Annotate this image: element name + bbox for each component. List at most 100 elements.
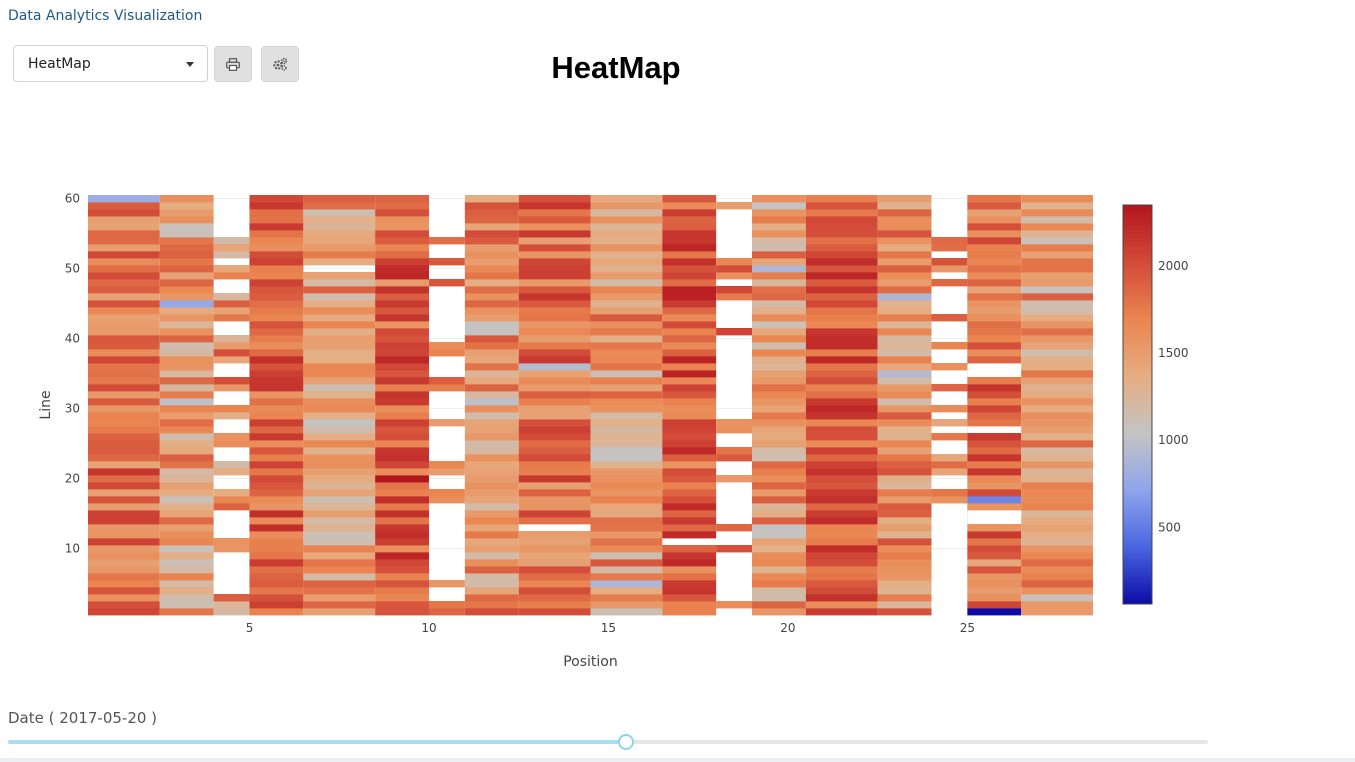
heatmap-cell	[662, 489, 717, 497]
heatmap-cell	[159, 601, 214, 609]
heatmap-cell	[303, 433, 376, 441]
heatmap-cell	[464, 335, 519, 343]
app-title[interactable]: Data Analytics Visualization	[8, 8, 203, 24]
heatmap-cell	[967, 559, 1022, 567]
heatmap-cell	[249, 524, 304, 532]
heatmap-cell	[805, 426, 878, 434]
heatmap-cell	[518, 209, 591, 217]
heatmap-cell	[518, 202, 591, 210]
heatmap-cell	[590, 587, 663, 595]
heatmap-cell	[1021, 552, 1094, 560]
date-slider-track[interactable]	[8, 734, 1208, 750]
heatmap-cell	[375, 482, 429, 490]
heatmap-cell	[590, 237, 663, 245]
heatmap-cell	[88, 475, 160, 483]
heatmap-cell	[249, 335, 304, 343]
heatmap-cell	[375, 503, 429, 511]
heatmap-cell	[1021, 587, 1094, 595]
heatmap-cell	[877, 314, 932, 322]
heatmap-cell	[88, 251, 160, 259]
heatmap-cell	[805, 440, 878, 448]
heatmap-cell	[518, 349, 591, 357]
heatmap-cell	[159, 342, 214, 350]
heatmap-cells	[88, 195, 1094, 616]
heatmap-cell	[159, 251, 214, 259]
heatmap-cell	[249, 433, 304, 441]
heatmap-cell	[590, 230, 663, 238]
heatmap-cell	[303, 587, 376, 595]
heatmap-cell	[1021, 475, 1094, 483]
heatmap-cell	[752, 440, 806, 448]
heatmap-cell	[159, 538, 214, 546]
heatmap-cell	[662, 398, 717, 406]
heatmap-cell	[662, 503, 717, 511]
heatmap-cell	[303, 300, 376, 308]
heatmap-cell	[967, 440, 1022, 448]
heatmap-cell	[931, 314, 968, 322]
heatmap-cell	[518, 489, 591, 497]
heatmap-cell	[518, 307, 591, 315]
heatmap-cell	[518, 594, 591, 602]
heatmap-cell	[213, 356, 250, 364]
heatmap-cell	[967, 601, 1022, 609]
heatmap-cell	[303, 209, 376, 217]
heatmap-cell	[967, 454, 1022, 462]
heatmap-cell	[159, 573, 214, 581]
heatmap-cell	[249, 349, 304, 357]
heatmap-cell	[877, 202, 932, 210]
heatmap-cell	[159, 419, 214, 427]
heatmap-cell	[590, 405, 663, 413]
heatmap-cell	[159, 314, 214, 322]
heatmap-cell	[590, 272, 663, 280]
heatmap-cell	[590, 503, 663, 511]
heatmap-cell	[877, 482, 932, 490]
heatmap-cell	[518, 405, 591, 413]
heatmap-cell	[752, 293, 806, 301]
heatmap-cell	[375, 573, 429, 581]
heatmap-cell	[518, 398, 591, 406]
heatmap-cell	[662, 496, 717, 504]
heatmap-cell	[931, 489, 968, 497]
chart-type-select-value: HeatMap	[28, 55, 91, 72]
heatmap-cell	[590, 517, 663, 525]
heatmap-cell	[877, 573, 932, 581]
heatmap-cell	[213, 601, 250, 609]
heatmap-cell	[805, 398, 878, 406]
heatmap-cell	[159, 608, 214, 616]
heatmap-cell	[464, 342, 519, 350]
heatmap-cell	[1021, 517, 1094, 525]
heatmap-cell	[428, 601, 465, 609]
heatmap-cell	[805, 307, 878, 315]
heatmap-cell	[159, 594, 214, 602]
heatmap-cell	[303, 405, 376, 413]
heatmap-cell	[375, 405, 429, 413]
heatmap-cell	[1021, 482, 1094, 490]
heatmap-cell	[249, 307, 304, 315]
date-slider-handle[interactable]	[617, 734, 634, 750]
heatmap-cell	[662, 594, 717, 602]
heatmap-cell	[159, 216, 214, 224]
heatmap-cell	[590, 559, 663, 567]
heatmap-cell	[375, 545, 429, 553]
heatmap-cell	[805, 300, 878, 308]
heatmap-cell	[590, 489, 663, 497]
heatmap-cell	[464, 440, 519, 448]
settings-button[interactable]	[261, 46, 299, 82]
date-slider-label: Date ( 2017-05-20 )	[8, 709, 158, 727]
heatmap-cell	[662, 412, 717, 420]
print-button[interactable]	[214, 46, 252, 82]
heatmap-cell	[464, 538, 519, 546]
heatmap-cell	[88, 342, 160, 350]
heatmap-cell	[213, 244, 250, 252]
heatmap-cell	[590, 251, 663, 259]
heatmap-cell	[518, 475, 591, 483]
heatmap-cell	[375, 475, 429, 483]
heatmap-cell	[88, 412, 160, 420]
heatmap-cell	[967, 531, 1022, 539]
heatmap-cell	[662, 223, 717, 231]
heatmap-cell	[88, 440, 160, 448]
heatmap-cell	[1021, 426, 1094, 434]
chart-type-select[interactable]: HeatMap	[13, 45, 208, 82]
heatmap-cell	[662, 342, 717, 350]
heatmap-cell	[375, 202, 429, 210]
